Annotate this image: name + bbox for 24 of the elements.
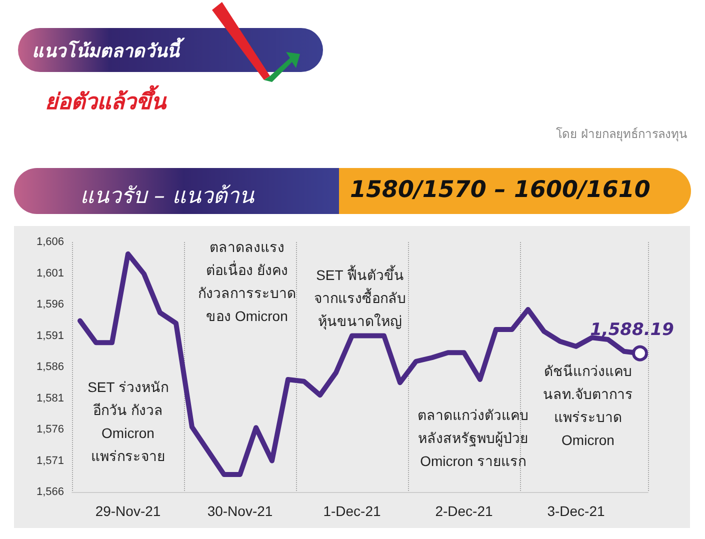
x-tick-label: 30-Nov-21 bbox=[207, 503, 273, 519]
y-tick-label: 1,581 bbox=[36, 392, 64, 404]
y-tick-label: 1,576 bbox=[36, 424, 64, 436]
text: โดย ฝ่ายกลยุทธ์การลงทุน bbox=[556, 126, 687, 143]
chart-subtitle: ย่อตัวแล้วขึ้น bbox=[45, 84, 166, 117]
annotation: ตลาดลงแรง ต่อเนื่อง ยังคง กังวลการระบาด ของ Omicron bbox=[198, 238, 296, 326]
text: แนวรับ – แนวต้าน bbox=[80, 183, 254, 211]
annotation: ดัชนีแกว่งแคบ นลท.จับตาการ แพร่ระบาด Omicron bbox=[543, 362, 633, 450]
y-tick-label: 1,586 bbox=[36, 361, 64, 373]
annotation: SET ฟื้นตัวขึ้น จากแรงซื้อกลับ หุ้นขนาดใหญ่ bbox=[314, 264, 406, 332]
y-tick-label: 1,596 bbox=[36, 298, 64, 310]
x-tick-label: 1-Dec-21 bbox=[323, 503, 381, 519]
annotation: SET ร่วงหนัก อีกวัน กังวล Omicron แพร่กระจาย bbox=[88, 378, 168, 466]
x-tick-label: 2-Dec-21 bbox=[435, 503, 493, 519]
y-tick-label: 1,566 bbox=[36, 486, 64, 498]
y-tick-label: 1,571 bbox=[36, 454, 64, 467]
annotation: 1,588.19 bbox=[590, 320, 674, 340]
x-tick-label: 29-Nov-21 bbox=[95, 503, 161, 519]
y-tick-label: 1,591 bbox=[36, 330, 64, 342]
text: 1580/1570 – 1600/1610 bbox=[350, 177, 650, 203]
x-tick-label: 3-Dec-21 bbox=[547, 503, 605, 519]
y-tick-label: 1,601 bbox=[36, 267, 64, 280]
annotation: ตลาดแกว่งตัวแคบ หลังสหรัฐพบผู้ป่วย Omicron รายแรก bbox=[418, 406, 528, 471]
y-tick-label: 1,606 bbox=[36, 236, 64, 248]
